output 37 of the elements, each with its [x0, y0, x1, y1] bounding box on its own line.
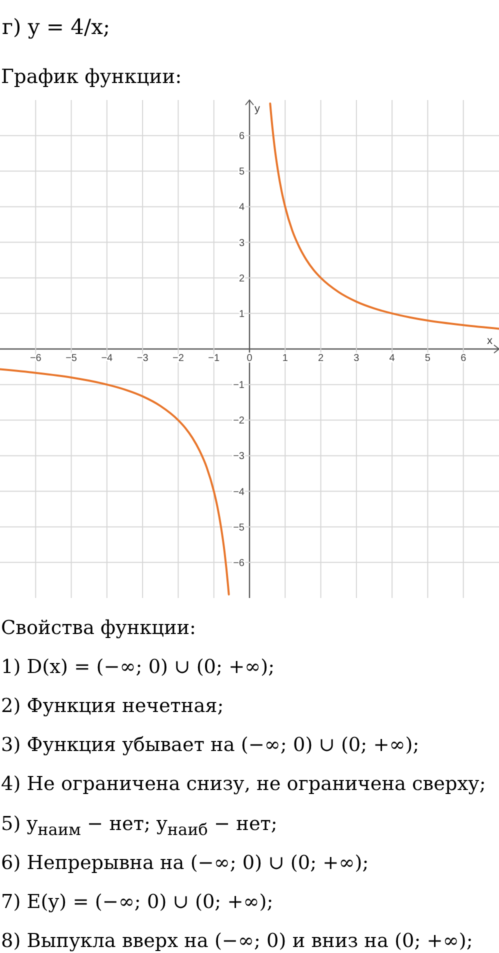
- y-tick-label: −3: [233, 451, 245, 462]
- y-tick-label: 3: [238, 238, 245, 249]
- x-tick-label: −3: [136, 353, 149, 364]
- y-tick-label: −4: [233, 486, 245, 498]
- text: 2) Функция нечетная;: [1, 693, 224, 720]
- x-tick-label: −4: [101, 353, 114, 364]
- x-tick-label: 3: [354, 353, 360, 364]
- text: 5) y$_{наим}$ − нет; y$_{наиб}$ − нет;: [1, 810, 278, 840]
- y-tick-label: 1: [238, 308, 245, 320]
- y-tick-label: 2: [238, 273, 245, 284]
- y-tick-label: −2: [233, 416, 245, 427]
- chart-subtitle: График функции:: [1, 64, 182, 90]
- chart-title: г) y = 4/x;: [2, 14, 110, 41]
- y-tick-label: −1: [233, 380, 245, 392]
- y-axis-title: y: [254, 103, 260, 115]
- x-tick-label: 4: [389, 353, 396, 364]
- y-tick-label: 5: [238, 166, 245, 178]
- y-tick-label: 4: [238, 202, 245, 214]
- x-tick-label: −1: [208, 353, 220, 364]
- text: 7) E(y) = (−∞; 0) ∪ (0; +∞);: [1, 888, 274, 915]
- text: 8) Выпукла вверх на (−∞; 0) и вниз на (0; +∞);: [1, 928, 473, 953]
- x-tick-label: 1: [282, 353, 288, 364]
- x-tick-label: 6: [460, 353, 467, 364]
- x-tick-label: 2: [318, 353, 324, 364]
- text: 1) D(x) = (−∞; 0) ∪ (0; +∞);: [1, 654, 275, 680]
- text: Свойства функции:: [1, 615, 196, 641]
- y-tick-label: −5: [233, 522, 245, 534]
- y-tick-label: 6: [238, 131, 245, 142]
- x-axis-title: x: [487, 335, 493, 347]
- x-tick-label: −2: [172, 353, 184, 364]
- x-tick-label: 5: [424, 353, 431, 364]
- text: 4) Не ограничена снизу, не ограничена сверху;: [1, 771, 486, 798]
- text: 6) Непрерывна на (−∞; 0) ∪ (0; +∞);: [1, 850, 369, 876]
- x-tick-label: −6: [30, 353, 42, 364]
- text: 3) Функция убывает на (−∞; 0) ∪ (0; +∞);: [1, 732, 420, 758]
- x-tick-label: −5: [66, 353, 78, 364]
- y-tick-label: −6: [233, 558, 245, 569]
